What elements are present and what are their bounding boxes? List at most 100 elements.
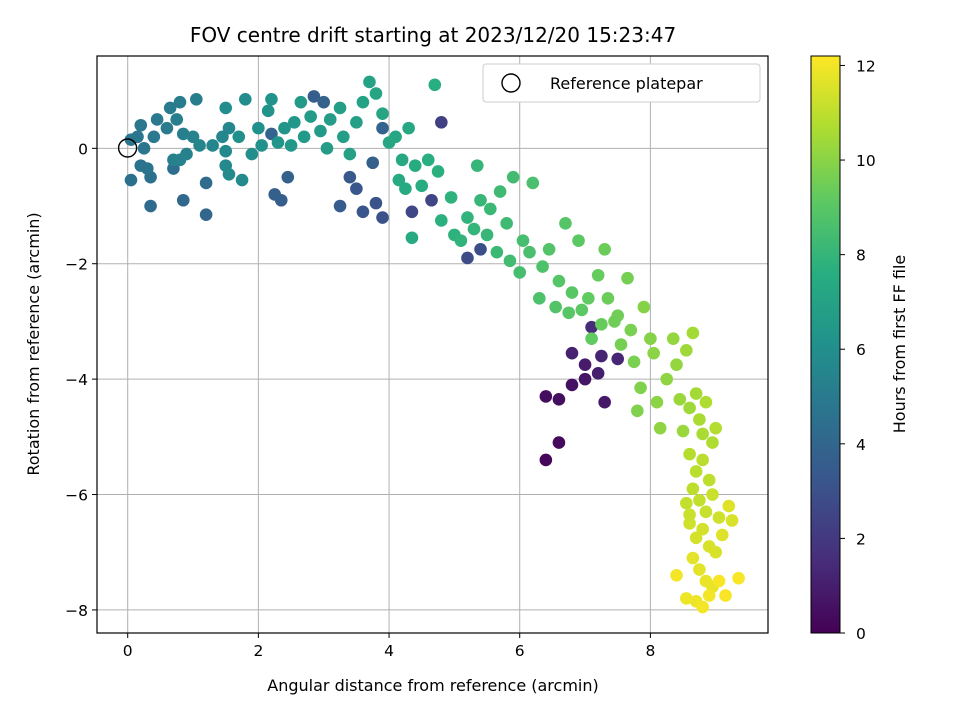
scatter-point (376, 211, 389, 224)
scatter-point (343, 170, 357, 184)
scatter-point (696, 427, 709, 441)
scatter-point (421, 153, 435, 167)
scatter-point (660, 372, 674, 386)
scatter-point (176, 127, 190, 141)
scatter-point (578, 372, 592, 386)
scatter-point (585, 320, 598, 334)
scatter-point (637, 300, 651, 314)
scatter-point (683, 508, 696, 522)
scatter-point (163, 101, 177, 115)
scatter-point (533, 292, 546, 305)
scatter-point (647, 346, 660, 360)
scatter-point (712, 511, 726, 524)
scatter-point (265, 92, 278, 106)
scatter-point (294, 95, 308, 109)
scatter-point (343, 147, 357, 161)
reference-platepar-marker (117, 138, 138, 158)
scatter-point (369, 196, 383, 210)
colorbar-tick-label: 2 (856, 530, 866, 548)
scatter-point (572, 234, 585, 247)
scatter-point (693, 413, 706, 426)
colorbar: 0 2 4 6 8 10 12 Hours from first FF file (810, 55, 909, 643)
scatter-point (239, 92, 252, 106)
scatter-point (435, 116, 448, 129)
scatter-point (591, 268, 605, 282)
x-axis-title: Angular distance from reference (arcmin) (267, 676, 598, 695)
scatter-point (493, 185, 507, 198)
scatter-point (712, 574, 726, 588)
scatter-point (559, 217, 572, 230)
scatter-point (562, 306, 576, 320)
scatter-point (673, 393, 687, 406)
scatter-point (281, 170, 295, 184)
x-tick-label: 6 (515, 642, 525, 660)
scatter-point (621, 271, 634, 285)
scatter-point (176, 193, 190, 207)
scatter-point (676, 424, 690, 438)
x-tick-label: 0 (123, 642, 133, 660)
colorbar-tick-label: 6 (856, 341, 866, 359)
scatter-point (255, 139, 268, 152)
scatter-point (408, 159, 422, 172)
scatter-point (307, 90, 321, 103)
scatter-point (461, 211, 474, 224)
y-tick-label: 0 (78, 140, 88, 158)
scatter-point (598, 395, 611, 409)
scatter-point (706, 436, 719, 449)
scatter-point (356, 95, 370, 109)
scatter-point (552, 393, 566, 406)
scatter-point (595, 349, 608, 363)
scatter-point (689, 531, 703, 545)
scatter-point (578, 358, 592, 371)
scatter-point (405, 205, 419, 219)
scatter-point (415, 179, 429, 193)
scatter-point (444, 191, 458, 204)
scatter-point (219, 144, 233, 158)
scatter-point (173, 95, 187, 109)
scatter-point (683, 517, 696, 530)
scatter-point (190, 92, 203, 106)
scatter-point (376, 107, 389, 120)
y-tick-label: −2 (65, 256, 88, 274)
scatter-point (611, 352, 625, 366)
scatter-point (199, 176, 213, 190)
scatter-point (722, 499, 736, 513)
scatter-point (428, 78, 442, 92)
scatter-point (405, 231, 419, 245)
colorbar-tick-label: 12 (856, 57, 876, 75)
scatter-point (337, 130, 350, 144)
colorbar-tick-label: 8 (856, 247, 866, 265)
scatter-point (624, 323, 638, 337)
scatter-point (680, 496, 693, 510)
scatter-point (470, 159, 484, 172)
scatter-point (467, 222, 481, 236)
scatter-point (216, 130, 229, 144)
scatter-point (320, 142, 334, 155)
colorbar-tick-label: 4 (856, 436, 866, 454)
scatter-point (689, 465, 703, 478)
scatter-point (575, 303, 589, 317)
scatter-point (706, 488, 719, 501)
scatter-point (715, 528, 729, 542)
scatter-point (709, 421, 723, 435)
scatter-point (333, 199, 347, 213)
scatter-point (150, 113, 164, 126)
scatter-point (598, 242, 611, 256)
scatter-point (683, 447, 696, 461)
scatter-point (265, 127, 278, 141)
scatter-point (693, 563, 706, 576)
scatter-point (271, 136, 285, 149)
scatter-point (542, 242, 556, 256)
scatter-point (288, 116, 301, 129)
scatter-point (252, 121, 265, 135)
scatter-point (323, 113, 337, 126)
scatter-point (170, 113, 184, 126)
scatter-point (160, 121, 174, 135)
scatter-point (350, 116, 363, 129)
scatter-point (474, 193, 487, 207)
scatter-point (634, 381, 647, 395)
scatter-point (167, 162, 180, 175)
scatter-point (732, 571, 745, 585)
x-tick-label: 2 (253, 642, 263, 660)
